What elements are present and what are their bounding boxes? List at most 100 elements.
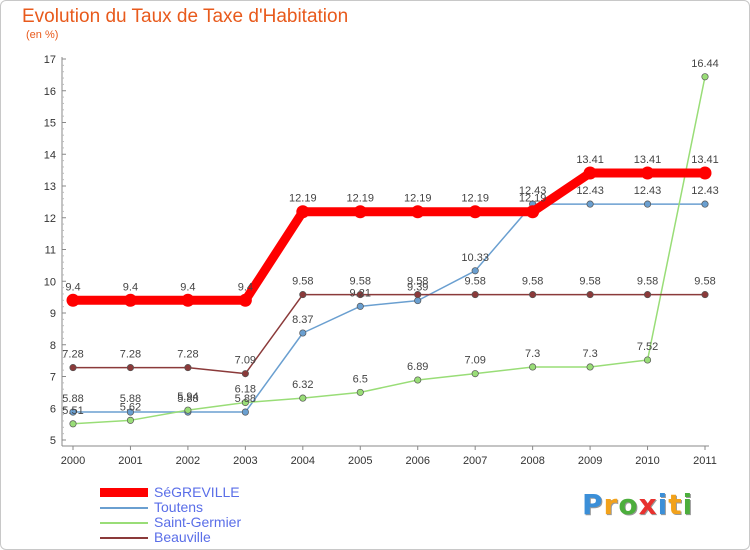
y-tick-label: 13 <box>44 181 56 193</box>
data-point <box>641 166 655 180</box>
data-point <box>299 394 307 402</box>
data-point <box>471 267 479 275</box>
data-label: 9.4 <box>238 281 253 293</box>
data-label: 8.37 <box>292 314 313 326</box>
data-label: 10.33 <box>461 252 489 264</box>
data-label: 12.43 <box>519 185 547 197</box>
data-label: 5.62 <box>120 401 141 413</box>
data-point <box>529 363 537 371</box>
x-tick-label: 2008 <box>520 455 544 467</box>
data-point <box>238 293 252 307</box>
data-label: 9.4 <box>180 281 195 293</box>
data-label: 9.58 <box>694 276 715 288</box>
chart-subtitle: (en %) <box>26 29 59 41</box>
y-tick-label: 8 <box>50 340 56 352</box>
data-label: 6.32 <box>292 379 313 391</box>
data-point <box>643 291 652 299</box>
data-label: 9.4 <box>123 281 138 293</box>
y-tick-label: 9 <box>50 308 56 320</box>
data-point <box>529 291 537 299</box>
data-label: 12.19 <box>347 193 375 205</box>
data-label: 7.52 <box>637 341 658 353</box>
x-tick-label: 2000 <box>61 455 85 467</box>
data-point <box>123 293 137 307</box>
data-point <box>296 205 310 219</box>
data-label: 12.43 <box>634 185 662 197</box>
data-point <box>586 200 594 208</box>
data-point <box>471 370 479 378</box>
data-label: 12.19 <box>519 193 547 205</box>
x-tick-label: 2010 <box>635 455 659 467</box>
legend-swatch-segreville <box>100 488 148 497</box>
data-label: 9.21 <box>350 287 371 299</box>
data-point <box>586 291 594 299</box>
x-tick-label: 2004 <box>291 455 315 467</box>
legend-label: Toutens <box>154 499 204 515</box>
data-point <box>356 388 364 396</box>
data-label: 7.09 <box>235 355 256 367</box>
data-point <box>701 200 709 208</box>
data-label: 9.58 <box>407 276 428 288</box>
chart-title: Evolution du Taux de Taxe d'Habitation <box>22 6 349 27</box>
data-point <box>701 291 709 299</box>
data-label: 9.58 <box>464 276 485 288</box>
data-label: 9.58 <box>350 276 371 288</box>
data-label: 7.28 <box>177 349 198 361</box>
data-label: 7.28 <box>120 349 141 361</box>
data-point <box>643 356 652 364</box>
data-point <box>126 408 135 416</box>
data-label: 9.58 <box>522 276 543 288</box>
series-line-saint-germier <box>72 76 706 425</box>
data-point <box>414 376 422 384</box>
data-point <box>701 73 709 81</box>
data-label: 9.58 <box>579 276 600 288</box>
data-label: 5.88 <box>120 393 141 405</box>
data-label: 12.19 <box>289 193 317 205</box>
y-tick-label: 12 <box>44 213 56 225</box>
data-point <box>299 291 307 299</box>
y-tick-label: 7 <box>50 372 56 384</box>
y-tick-label: 11 <box>45 245 56 257</box>
series-line-toutens <box>72 203 706 413</box>
y-tick-label: 10 <box>44 276 56 288</box>
y-tick-label: 5 <box>50 435 56 447</box>
data-label: 9.58 <box>637 276 658 288</box>
x-tick-label: 2001 <box>118 455 142 467</box>
legend-swatch-beauville <box>100 536 148 539</box>
data-point <box>184 364 192 372</box>
data-label: 9.4 <box>65 281 80 293</box>
y-tick-label: 15 <box>44 118 56 130</box>
data-point <box>184 406 192 414</box>
series-line-beauville <box>72 293 706 375</box>
data-label: 16.44 <box>691 58 719 70</box>
data-label: 9.39 <box>407 282 428 294</box>
data-label: 6.89 <box>407 361 428 373</box>
series-line-ségreville <box>68 168 710 305</box>
data-label: 13.41 <box>576 154 604 166</box>
legend-item-segreville: SéGREVILLE <box>100 485 241 500</box>
data-label: 12.19 <box>461 193 489 205</box>
data-label: 7.09 <box>464 355 485 367</box>
data-label: 7.3 <box>582 348 597 360</box>
x-tick-label: 2009 <box>578 455 602 467</box>
data-point <box>66 293 80 307</box>
y-tick-label: 14 <box>44 149 56 161</box>
data-label: 6.18 <box>235 384 256 396</box>
data-label: 5.51 <box>62 405 83 417</box>
data-label: 13.41 <box>634 154 662 166</box>
data-label: 13.41 <box>691 154 719 166</box>
legend-item-saint-germier: Saint-Germier <box>100 515 241 530</box>
data-point <box>69 408 77 416</box>
data-label: 5.88 <box>177 393 198 405</box>
data-point <box>126 416 135 424</box>
legend-label: SéGREVILLE <box>154 484 240 500</box>
data-point <box>414 291 422 299</box>
legend-label: Beauville <box>154 529 211 545</box>
data-point <box>583 166 597 180</box>
x-tick-label: 2003 <box>233 455 257 467</box>
legend-label: Saint-Germier <box>154 514 242 530</box>
data-point <box>69 364 77 372</box>
data-label: 6.5 <box>353 373 368 385</box>
